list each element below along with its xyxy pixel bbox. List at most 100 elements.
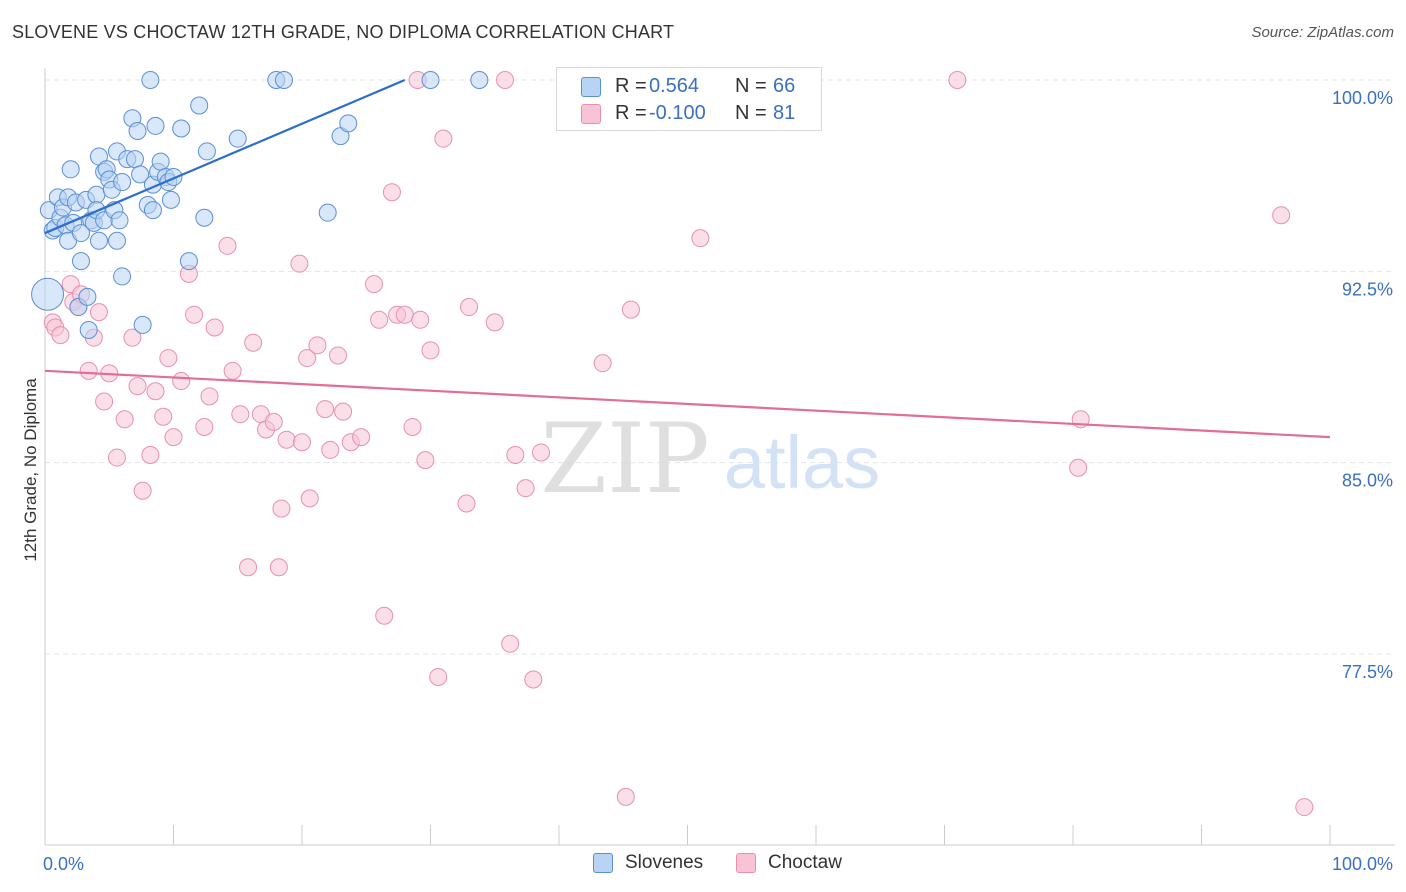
- choctaw-point: [321, 440, 340, 459]
- choctaw-point: [154, 407, 173, 426]
- choctaw-point: [421, 341, 440, 360]
- y-axis-label: 12th Grade, No Diploma: [21, 378, 40, 562]
- x-tick-label: 100.0%: [1332, 854, 1393, 874]
- slovenes-point: [179, 252, 198, 271]
- slovenes-point: [195, 208, 214, 227]
- trend-lines: [44, 78, 1331, 439]
- choctaw-point: [403, 417, 422, 436]
- choctaw-point: [308, 336, 327, 355]
- slovenes-point: [125, 150, 144, 169]
- watermark-zip: ZIP: [540, 403, 709, 515]
- choctaw-point: [416, 451, 435, 470]
- choctaw-point: [334, 402, 353, 421]
- slovenes-point: [31, 277, 65, 311]
- choctaw-point: [948, 71, 967, 89]
- slovenes-legend-swatch: [593, 853, 613, 873]
- correlation-legend: R = 0.564 N = 66 R = -0.100 N = 81: [556, 67, 822, 131]
- choctaw-point: [128, 377, 147, 396]
- slovenes-point: [228, 129, 247, 148]
- choctaw-point: [375, 606, 394, 625]
- choctaw-point: [298, 349, 317, 368]
- slovenes-point: [190, 96, 209, 115]
- choctaw-point: [272, 499, 291, 518]
- choctaw-point: [434, 129, 453, 148]
- choctaw-trend-line: [44, 369, 1331, 439]
- slovenes-point: [141, 71, 160, 89]
- choctaw-point: [244, 333, 263, 352]
- choctaw-point: [133, 481, 152, 500]
- slovenes-point: [61, 160, 80, 179]
- choctaw-points: [43, 71, 1314, 817]
- choctaw-point: [231, 405, 250, 424]
- r-label: R =: [615, 102, 647, 124]
- choctaw-point: [691, 229, 710, 248]
- slovenes-point: [146, 116, 165, 135]
- choctaw-point: [290, 254, 309, 273]
- choctaw-point: [89, 303, 108, 322]
- x-tick-label: 0.0%: [43, 854, 84, 874]
- choctaw-point: [395, 305, 414, 324]
- choctaw-point: [300, 489, 319, 508]
- slovenes-point: [110, 211, 129, 230]
- slovenes-r-value: 0.564: [649, 75, 700, 97]
- slovenes-point: [275, 71, 294, 89]
- choctaw-point: [115, 410, 134, 429]
- axes: [44, 68, 1395, 846]
- choctaw-point: [593, 354, 612, 373]
- slovenes-points: [31, 71, 489, 340]
- y-tick-label: 77.5%: [1342, 662, 1393, 682]
- y-tick-label: 92.5%: [1342, 279, 1393, 299]
- slovenes-point: [89, 231, 108, 250]
- choctaw-point: [159, 349, 178, 368]
- choctaw-point: [1272, 206, 1291, 225]
- slovenes-point: [151, 152, 170, 171]
- choctaw-point: [218, 236, 237, 255]
- slovenes-trend-line: [44, 78, 406, 235]
- choctaw-point: [496, 71, 515, 89]
- choctaw-point: [411, 310, 430, 329]
- choctaw-n-value: 81: [773, 102, 796, 124]
- n-label: N =: [735, 102, 767, 124]
- slovenes-point: [339, 114, 358, 133]
- slovenes-point: [421, 71, 440, 89]
- choctaw-point: [532, 443, 551, 462]
- slovenes-point: [318, 203, 337, 222]
- choctaw-point: [79, 361, 98, 380]
- choctaw-point: [316, 400, 335, 419]
- choctaw-point: [51, 326, 70, 345]
- choctaw-point: [1069, 458, 1088, 477]
- r-label: R =: [615, 75, 647, 97]
- choctaw-legend-label: Choctaw: [768, 852, 842, 873]
- choctaw-point: [429, 667, 448, 686]
- choctaw-point: [95, 392, 114, 411]
- choctaw-point: [352, 428, 371, 447]
- slovenes-point: [131, 165, 150, 184]
- choctaw-point: [239, 558, 258, 577]
- slovenes-swatch: [581, 77, 601, 97]
- choctaw-point: [516, 479, 535, 498]
- choctaw-point: [621, 300, 640, 319]
- slovenes-point: [143, 201, 162, 220]
- choctaw-point: [123, 328, 142, 347]
- choctaw-point: [269, 558, 288, 577]
- choctaw-point: [164, 428, 183, 447]
- choctaw-point: [506, 446, 525, 465]
- choctaw-point: [364, 275, 383, 294]
- slovenes-point: [113, 267, 132, 286]
- choctaw-swatch: [581, 104, 601, 124]
- choctaw-point: [293, 433, 311, 452]
- choctaw-point: [1295, 798, 1314, 817]
- chart-title: SLOVENE VS CHOCTAW 12TH GRADE, NO DIPLOM…: [12, 22, 675, 42]
- choctaw-point: [460, 298, 479, 317]
- slovenes-point: [78, 287, 97, 306]
- slovenes-point: [107, 231, 126, 250]
- slovenes-legend-label: Slovenes: [625, 852, 704, 873]
- choctaw-point: [457, 494, 476, 513]
- slovenes-point: [197, 142, 216, 161]
- slovenes-point: [133, 315, 152, 334]
- slovenes-point: [161, 190, 180, 209]
- choctaw-point: [107, 448, 126, 467]
- slovenes-point: [71, 224, 90, 243]
- choctaw-point: [141, 446, 160, 465]
